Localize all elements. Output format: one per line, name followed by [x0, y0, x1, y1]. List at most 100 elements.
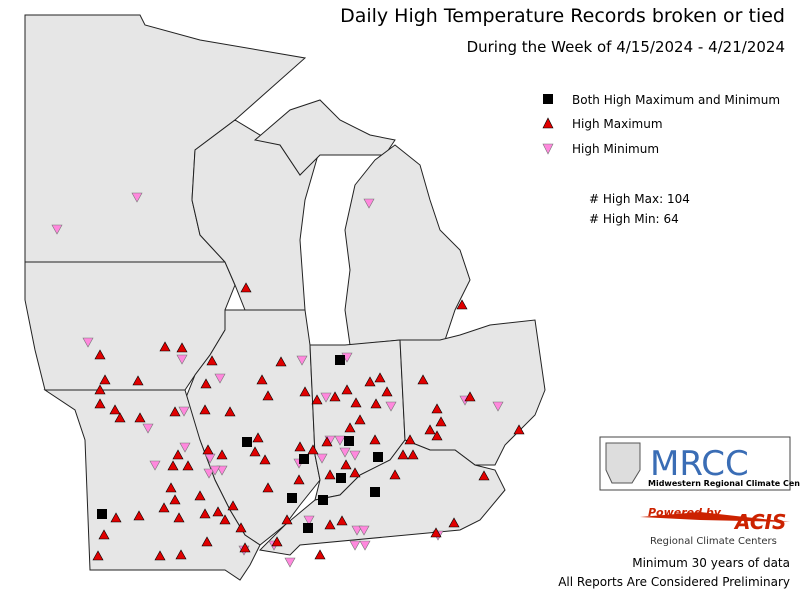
- legend-inverted-triangle: [542, 143, 554, 155]
- station-marker: [284, 557, 296, 568]
- station-marker: [370, 487, 380, 497]
- station-marker: [98, 529, 110, 540]
- station-marker: [340, 459, 352, 470]
- logo-name: MRCC: [650, 444, 749, 484]
- station-marker: [381, 386, 393, 397]
- station-marker: [239, 542, 251, 553]
- station-marker: [109, 404, 121, 415]
- station-marker: [94, 398, 106, 409]
- station-marker: [344, 422, 356, 433]
- station-marker: [369, 434, 381, 445]
- station-marker: [321, 436, 333, 447]
- states: [24, 14, 546, 581]
- station-marker: [259, 454, 271, 465]
- station-marker: [311, 394, 323, 405]
- station-marker: [431, 403, 443, 414]
- station-marker: [417, 374, 429, 385]
- station-marker: [110, 512, 122, 523]
- station-marker: [82, 337, 94, 348]
- station-marker: [262, 390, 274, 401]
- logo-swoosh: [640, 512, 790, 522]
- station-marker: [94, 384, 106, 395]
- station-marker: [359, 540, 371, 551]
- station-marker: [435, 416, 447, 427]
- station-marker: [303, 515, 315, 526]
- station-marker: [178, 406, 190, 417]
- station-marker: [314, 549, 326, 560]
- station-marker: [216, 449, 228, 460]
- station-marker: [407, 449, 419, 460]
- stat: # High Max: 104: [589, 192, 690, 206]
- station-marker: [175, 549, 187, 560]
- station-marker: [249, 446, 261, 457]
- subtitle: During the Week of 4/15/2024 - 4/21/2024: [467, 38, 785, 56]
- station-marker: [478, 470, 490, 481]
- station-marker: [179, 442, 191, 453]
- station-marker: [212, 506, 224, 517]
- station-marker: [329, 391, 341, 402]
- station-marker: [172, 449, 184, 460]
- station-marker: [275, 356, 287, 367]
- station-marker: [448, 517, 460, 528]
- station-marker: [358, 525, 370, 536]
- station-marker: [173, 512, 185, 523]
- station-marker: [224, 406, 236, 417]
- station-marker: [350, 397, 362, 408]
- state: [399, 319, 546, 466]
- title: Daily High Temperature Records broken or…: [340, 5, 785, 27]
- station-marker: [373, 452, 383, 462]
- state: [344, 144, 471, 346]
- station-marker: [199, 508, 211, 519]
- station-marker: [99, 374, 111, 385]
- station-marker: [216, 465, 228, 476]
- station-marker: [51, 224, 63, 235]
- station-marker: [235, 522, 247, 533]
- station-marker: [281, 514, 293, 525]
- station-marker: [242, 437, 252, 447]
- mrcc-logo: MRCC Midwestern Regional Climate Center: [599, 436, 800, 491]
- legend-label: High Maximum: [572, 117, 663, 131]
- station-marker: [142, 423, 154, 434]
- station-marker: [349, 540, 361, 551]
- station-marker: [397, 449, 409, 460]
- legend-square: [543, 94, 553, 104]
- station-marker: [344, 436, 354, 446]
- station-marker: [307, 444, 319, 455]
- station-marker: [214, 373, 226, 384]
- logo-map: [605, 442, 641, 484]
- footnote: All Reports Are Considered Preliminary: [558, 575, 790, 589]
- station-marker: [201, 536, 213, 547]
- station-marker: [131, 192, 143, 203]
- station-marker: [456, 299, 468, 310]
- station-marker: [335, 355, 345, 365]
- state: [258, 439, 506, 556]
- station-marker: [404, 434, 416, 445]
- stat-value: 64: [663, 212, 678, 226]
- logo-powered-by: Powered by: [648, 506, 722, 519]
- logo-tagline: Regional Climate Centers: [650, 536, 777, 547]
- station-marker: [336, 473, 346, 483]
- station-marker: [374, 372, 386, 383]
- logo-full-name: Midwestern Regional Climate Center: [648, 479, 800, 488]
- footnote: Minimum 30 years of data: [632, 556, 790, 570]
- station-marker: [200, 378, 212, 389]
- station-marker: [209, 465, 221, 476]
- station-marker: [293, 474, 305, 485]
- station-marker: [114, 412, 126, 423]
- station-marker: [334, 435, 346, 446]
- station-marker: [97, 509, 107, 519]
- stat-label: # High Min:: [589, 212, 660, 226]
- station-marker: [240, 282, 252, 293]
- station-marker: [134, 412, 146, 423]
- station-marker: [339, 447, 351, 458]
- station-marker: [169, 406, 181, 417]
- stat: # High Min: 64: [589, 212, 679, 226]
- station-marker: [431, 430, 443, 441]
- station-marker: [294, 441, 306, 452]
- station-marker: [424, 424, 436, 435]
- stat-value: 104: [667, 192, 690, 206]
- station-marker: [296, 355, 308, 366]
- station-marker: [203, 468, 215, 479]
- station-marker: [149, 460, 161, 471]
